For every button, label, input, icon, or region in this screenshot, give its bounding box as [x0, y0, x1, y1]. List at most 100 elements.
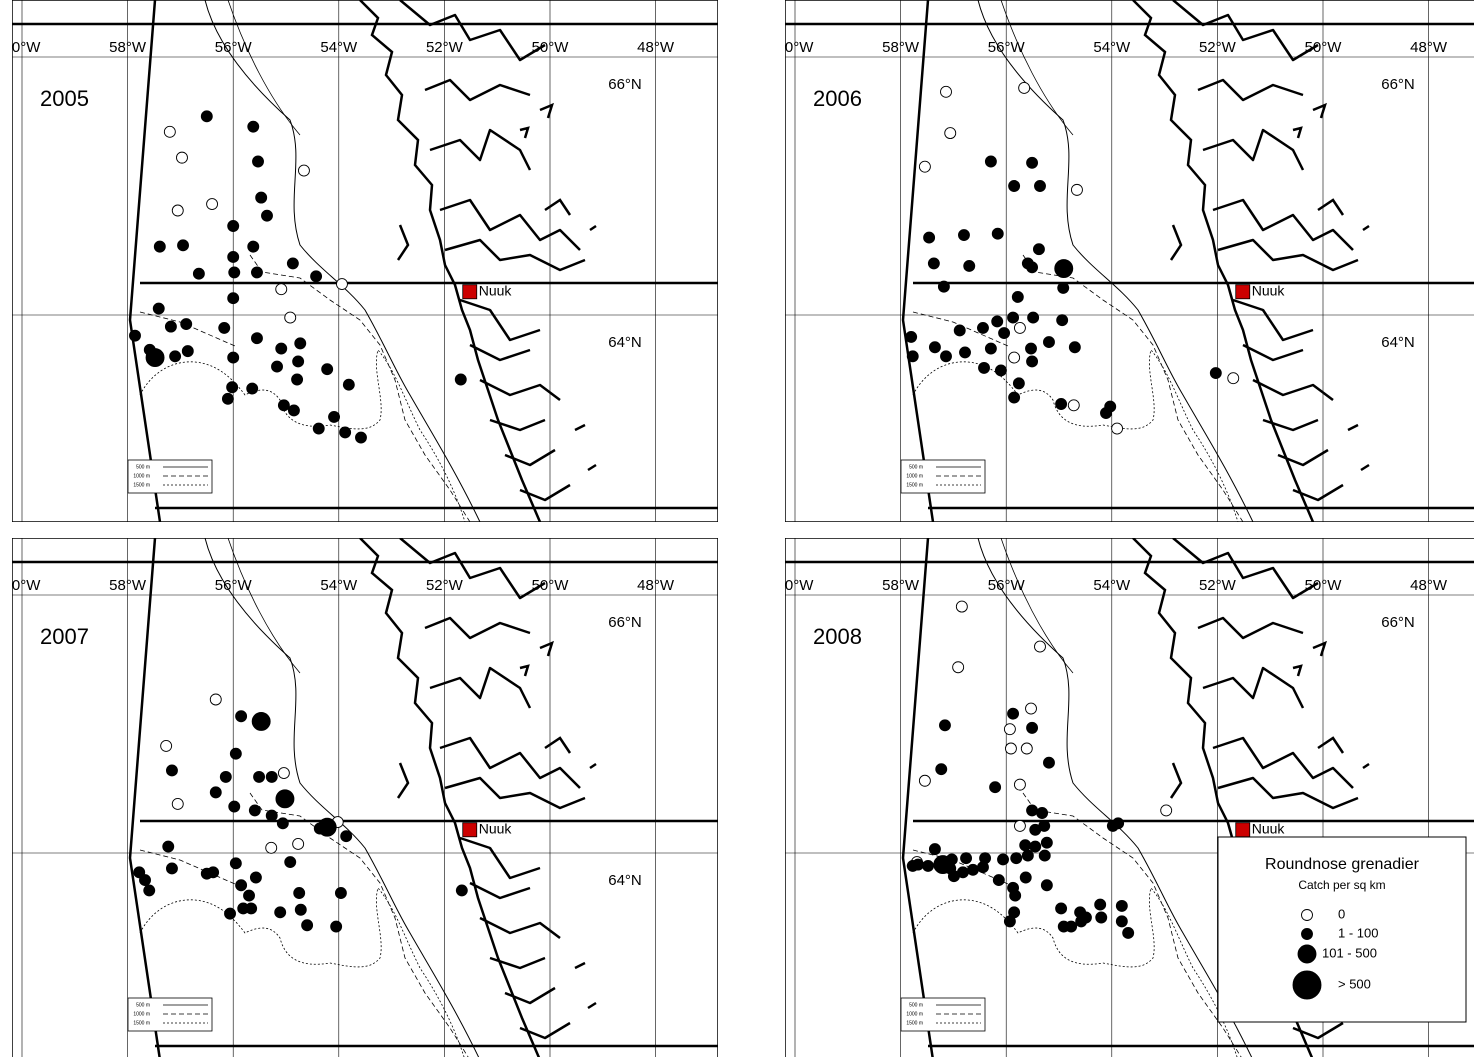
station — [207, 866, 220, 879]
station — [221, 392, 234, 405]
station — [1038, 849, 1051, 862]
station — [928, 843, 941, 856]
city-marker — [1235, 822, 1251, 838]
legend-item: > 500 — [1338, 976, 1371, 991]
station — [1067, 399, 1080, 412]
longitude-label: 60°W — [4, 577, 42, 594]
station — [1068, 341, 1081, 354]
longitude-label: 60°W — [777, 39, 815, 56]
station — [922, 859, 935, 872]
station — [1054, 259, 1074, 279]
station — [1160, 804, 1173, 817]
depth-legend-label: 1500 m — [133, 1020, 150, 1026]
station — [218, 321, 231, 334]
station — [1057, 920, 1070, 933]
station — [1005, 742, 1017, 755]
station — [1008, 351, 1021, 364]
longitude-label: 50°W — [532, 39, 570, 56]
station — [1057, 281, 1070, 294]
station — [984, 155, 997, 168]
station — [171, 798, 184, 810]
station — [277, 767, 290, 779]
station — [927, 257, 940, 270]
station — [301, 919, 314, 932]
station — [1055, 902, 1068, 915]
longitude-label: 56°W — [215, 39, 253, 56]
legend-symbol — [1301, 928, 1313, 940]
latitude-label: 66°N — [608, 76, 642, 93]
station — [293, 887, 306, 899]
station — [1025, 702, 1037, 715]
station — [1043, 756, 1055, 769]
longitude-label: 48°W — [637, 577, 675, 594]
station — [960, 852, 973, 865]
station — [228, 266, 241, 279]
station — [1026, 261, 1039, 274]
longitude-label: 54°W — [320, 577, 358, 594]
station — [1029, 823, 1042, 836]
station — [235, 710, 248, 723]
station — [292, 355, 305, 368]
station — [209, 693, 222, 706]
station — [181, 345, 194, 358]
station — [229, 747, 242, 760]
station — [227, 251, 240, 263]
latitude-label: 64°N — [608, 334, 642, 351]
station — [1019, 839, 1032, 852]
station — [227, 351, 240, 364]
latitude-label: 66°N — [608, 614, 642, 631]
station — [265, 770, 278, 783]
longitude-label: 56°W — [988, 39, 1026, 56]
station — [219, 770, 232, 783]
station — [251, 711, 271, 731]
station — [912, 858, 924, 871]
station — [229, 857, 242, 870]
longitude-label: 58°W — [882, 577, 920, 594]
legend-item: 101 - 500 — [1322, 945, 1377, 960]
depth-legend-label: 1500 m — [906, 1020, 923, 1026]
station — [317, 817, 337, 837]
station — [966, 863, 979, 876]
station — [940, 350, 952, 363]
station — [1227, 372, 1240, 385]
station — [998, 327, 1011, 340]
depth-legend-label: 1000 m — [906, 1011, 923, 1017]
station — [248, 804, 261, 817]
station — [298, 164, 310, 177]
station — [997, 853, 1009, 866]
station — [933, 855, 953, 875]
station — [310, 270, 323, 283]
station — [947, 870, 960, 883]
station — [952, 661, 965, 674]
station — [284, 856, 297, 868]
station — [1011, 290, 1024, 303]
city-label: Nuuk — [479, 820, 513, 836]
longitude-label: 58°W — [109, 39, 147, 56]
station — [340, 830, 353, 843]
station — [989, 781, 1002, 794]
station — [1010, 852, 1023, 865]
station — [247, 120, 260, 133]
station — [1026, 355, 1039, 368]
station — [228, 800, 241, 813]
longitude-label: 52°W — [1199, 577, 1237, 594]
station — [162, 840, 175, 853]
longitude-label: 58°W — [882, 39, 920, 56]
station — [1094, 898, 1107, 911]
station — [336, 278, 348, 290]
depth-legend-label: 500 m — [909, 464, 923, 470]
station — [992, 874, 1005, 887]
station — [1034, 180, 1046, 192]
station — [226, 381, 239, 394]
station — [958, 229, 970, 241]
station — [284, 311, 297, 324]
longitude-label: 60°W — [4, 39, 42, 56]
year-label: 2007 — [40, 624, 89, 649]
station — [166, 764, 178, 777]
station — [145, 348, 165, 368]
longitude-label: 56°W — [215, 577, 253, 594]
station — [1029, 840, 1042, 853]
station — [918, 774, 931, 787]
station — [252, 155, 264, 168]
station — [1021, 849, 1034, 862]
